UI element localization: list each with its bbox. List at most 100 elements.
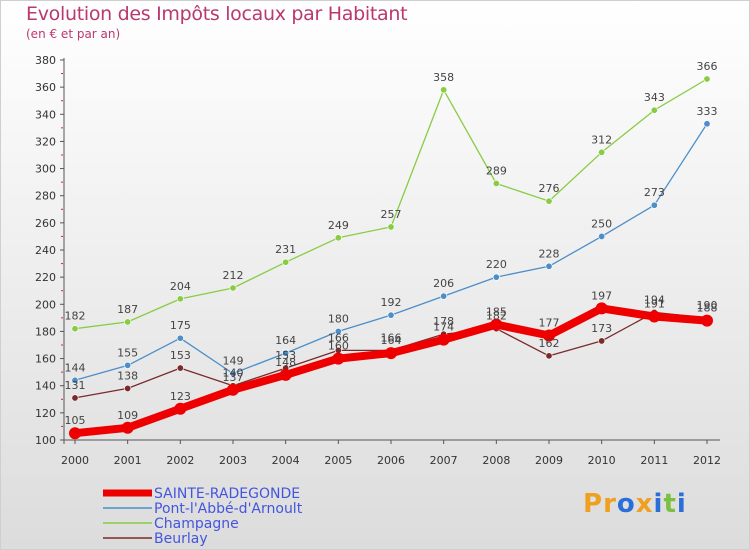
chart-subtitle: (en € et par an) bbox=[26, 27, 121, 41]
data-labels: 1821872042122312492573582892763123433661… bbox=[65, 60, 718, 427]
data-label: 182 bbox=[65, 310, 86, 323]
data-label: 206 bbox=[433, 277, 454, 290]
data-label: 197 bbox=[591, 289, 612, 302]
data-label: 289 bbox=[486, 165, 507, 178]
labels-beurlay: 131 138 153 140 153 166 166 178 182 162 173 194 190 bbox=[65, 293, 718, 392]
data-label: 140 bbox=[223, 367, 244, 380]
data-point bbox=[176, 334, 184, 342]
x-tick-label: 2005 bbox=[324, 454, 352, 467]
x-tick-label: 2007 bbox=[430, 454, 458, 467]
y-tick-label: 260 bbox=[35, 217, 56, 230]
data-point bbox=[124, 384, 132, 392]
legend-label: Pont-l'Abbé-d'Arnoult bbox=[154, 501, 303, 517]
data-label: 192 bbox=[381, 296, 402, 309]
data-label: 194 bbox=[644, 293, 665, 306]
data-point bbox=[701, 314, 713, 327]
data-point bbox=[71, 376, 79, 384]
data-point bbox=[545, 352, 553, 360]
data-label: 204 bbox=[170, 280, 191, 293]
data-label: 164 bbox=[381, 334, 402, 347]
data-label: 273 bbox=[644, 186, 665, 199]
series-sainte-radegonde bbox=[69, 302, 713, 440]
data-label: 148 bbox=[275, 356, 296, 369]
data-label: 166 bbox=[328, 331, 349, 344]
data-label: 312 bbox=[591, 133, 612, 146]
data-point bbox=[387, 223, 395, 231]
data-point bbox=[174, 402, 187, 415]
data-point bbox=[440, 86, 448, 94]
labels-sainte-radegonde: 105 109 123 137 148 160 164 174 185 177 197 191 188 bbox=[65, 289, 718, 427]
data-label: 164 bbox=[275, 334, 296, 347]
data-point bbox=[124, 318, 132, 326]
data-point bbox=[598, 148, 606, 156]
y-tick-label: 360 bbox=[35, 81, 56, 94]
data-point bbox=[703, 120, 711, 128]
data-point bbox=[71, 325, 79, 333]
logo-letter: P bbox=[583, 489, 604, 519]
data-point bbox=[334, 327, 342, 335]
data-label: 257 bbox=[381, 208, 402, 221]
data-point bbox=[282, 258, 290, 266]
data-label: 220 bbox=[486, 258, 507, 271]
data-point bbox=[334, 234, 342, 242]
chart-title: Evolution des Impôts locaux par Habitant bbox=[26, 3, 408, 25]
data-label: 137 bbox=[223, 371, 244, 384]
data-label: 358 bbox=[433, 71, 454, 84]
y-tick-label: 100 bbox=[35, 434, 56, 447]
legend-label: SAINTE-RADEGONDE bbox=[154, 486, 300, 502]
data-label: 178 bbox=[433, 315, 454, 328]
series-layer bbox=[69, 75, 713, 440]
data-point bbox=[387, 311, 395, 319]
data-point bbox=[176, 295, 184, 303]
data-point bbox=[279, 368, 292, 381]
data-label: 175 bbox=[170, 319, 191, 332]
data-label: 138 bbox=[117, 369, 138, 382]
proxiti-logo: Proxiti bbox=[583, 489, 687, 519]
x-tick-label: 2008 bbox=[482, 454, 510, 467]
data-point bbox=[595, 302, 608, 315]
data-point bbox=[598, 232, 606, 240]
x-tick-label: 2002 bbox=[166, 454, 194, 467]
labels-pont-l-abb-d-arnoult: 144 155 175 149 164 180 192 206 220 228 250 273 333 bbox=[65, 105, 718, 374]
data-label: 231 bbox=[275, 243, 296, 256]
data-label: 174 bbox=[433, 321, 454, 334]
data-label: 343 bbox=[644, 91, 665, 104]
legend: SAINTE-RADEGONDEPont-l'Abbé-d'ArnoultCha… bbox=[103, 486, 303, 547]
data-label: 249 bbox=[328, 219, 349, 232]
data-label: 180 bbox=[328, 312, 349, 325]
series-pont-l-abb-d-arnoult bbox=[71, 120, 711, 384]
data-point bbox=[440, 292, 448, 300]
data-point bbox=[545, 197, 553, 205]
y-tick-label: 340 bbox=[35, 108, 56, 121]
legend-entry: SAINTE-RADEGONDE bbox=[103, 486, 300, 502]
data-point bbox=[437, 333, 450, 346]
logo-letter: i bbox=[653, 489, 664, 519]
data-point bbox=[492, 180, 500, 188]
axes: 100 120 140 160 180 200 220 240 260 280 300 320 340 3… bbox=[35, 54, 721, 467]
data-label: 162 bbox=[539, 337, 560, 350]
logo-letter: x bbox=[635, 489, 654, 519]
data-label: 144 bbox=[65, 361, 86, 374]
data-label: 105 bbox=[65, 414, 86, 427]
legend-entry: Beurlay bbox=[103, 531, 208, 547]
data-point bbox=[229, 284, 237, 292]
data-point bbox=[385, 347, 397, 360]
data-label: 166 bbox=[381, 331, 402, 344]
x-tick-label: 2000 bbox=[61, 454, 89, 467]
data-label: 153 bbox=[275, 349, 296, 362]
data-point bbox=[71, 394, 79, 402]
data-label: 191 bbox=[644, 298, 665, 311]
data-label: 185 bbox=[486, 306, 507, 319]
y-tick-label: 140 bbox=[35, 380, 56, 393]
x-tick-label: 2012 bbox=[693, 454, 721, 467]
x-tick-label: 2004 bbox=[272, 454, 300, 467]
data-label: 173 bbox=[591, 322, 612, 335]
y-tick-label: 320 bbox=[35, 135, 56, 148]
data-label: 276 bbox=[539, 182, 560, 195]
data-point bbox=[543, 329, 555, 342]
data-label: 109 bbox=[117, 409, 138, 422]
data-label: 250 bbox=[591, 217, 612, 230]
y-tick-label: 300 bbox=[35, 163, 56, 176]
data-label: 188 bbox=[697, 302, 718, 315]
